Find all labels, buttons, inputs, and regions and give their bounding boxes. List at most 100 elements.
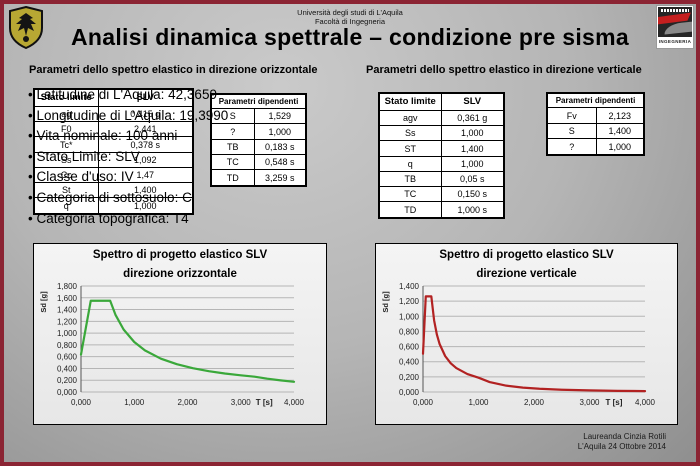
svg-text:0,000: 0,000	[71, 398, 92, 407]
parameters-bullet-list: Latitudine di L'Aquila: 42,3659Longitudi…	[28, 85, 228, 229]
section-heading-horizontal: Parametri dello spettro elastico in dire…	[29, 64, 318, 76]
svg-text:0,800: 0,800	[399, 327, 420, 336]
table-cell: 0,183 s	[253, 138, 307, 156]
table-cell: 0,05 s	[440, 170, 505, 188]
svg-text:0,800: 0,800	[57, 341, 78, 350]
table-cell: TD	[378, 201, 442, 219]
svg-text:1,600: 1,600	[57, 294, 78, 303]
table-row: TB 0,05 s	[378, 170, 505, 188]
svg-text:4,000: 4,000	[284, 398, 305, 407]
table-cell: 1,400	[595, 122, 645, 140]
ingegneria-logo-label: INGEGNERIA	[658, 39, 692, 44]
svg-text:0,000: 0,000	[399, 388, 420, 397]
table-header-row: Parametri dipendenti	[546, 92, 645, 109]
svg-text:0,200: 0,200	[399, 373, 420, 382]
table-cell: TC	[378, 186, 442, 203]
university-name: Università degli studi di L'Aquila	[297, 8, 403, 17]
svg-text:T [s]: T [s]	[256, 398, 273, 407]
table-cell: 0,548 s	[253, 154, 307, 171]
table-cell: 1,000	[440, 125, 505, 142]
svg-text:3,000: 3,000	[231, 398, 252, 407]
section-heading-vertical: Parametri dello spettro elastico in dire…	[366, 64, 642, 76]
svg-text:1,800: 1,800	[57, 282, 78, 291]
table-cell: 1,000	[440, 155, 505, 172]
faculty-name: Facoltà di Ingegneria	[314, 17, 386, 26]
svg-text:3,000: 3,000	[579, 398, 600, 407]
svg-text:2,000: 2,000	[524, 398, 545, 407]
svg-text:0,400: 0,400	[57, 364, 78, 373]
author-line: Laureanda Cinzia Rotili	[583, 432, 666, 441]
table-cell: ST	[378, 140, 442, 157]
chart-title: Spettro di progetto elastico SLV	[92, 249, 268, 261]
table-cell: 1,000	[595, 138, 645, 156]
table-cell: agv	[378, 109, 442, 127]
ingegneria-logo-mark	[658, 7, 692, 37]
table-row: TC 0,150 s	[378, 186, 505, 203]
table-cell: S	[546, 122, 597, 140]
table-cell: 1,000	[253, 123, 307, 140]
table-cell: TB	[378, 170, 442, 188]
table-cell: Fv	[546, 107, 597, 124]
svg-text:0,200: 0,200	[57, 376, 78, 385]
table-row: agv 0,361 g	[378, 109, 505, 127]
table-cell: 2,123	[595, 107, 645, 124]
svg-text:1,000: 1,000	[57, 329, 78, 338]
ingegneria-logo: INGEGNERIA	[656, 5, 694, 49]
horizontal-spectrum-chart: Spettro di progetto elastico SLV direzio…	[33, 243, 327, 425]
svg-text:T [s]: T [s]	[605, 398, 622, 407]
table-cell: Ss	[378, 125, 442, 142]
university-crest-logo	[8, 5, 44, 50]
table-cell: 0,150 s	[440, 186, 505, 203]
svg-text:1,400: 1,400	[399, 282, 420, 291]
table-row: Fv 2,123	[546, 107, 645, 124]
svg-text:1,000: 1,000	[399, 312, 420, 321]
date-line: L'Aquila 24 Ottobre 2014	[577, 441, 666, 451]
vertical-dependent-table: Parametri dipendenti Fv 2,123 S 1,400? 1,000	[546, 92, 646, 156]
svg-text:1,000: 1,000	[468, 398, 489, 407]
vertical-spectrum-chart: Spettro di progetto elastico SLV direzio…	[375, 243, 678, 425]
table-cell: 1,529	[253, 108, 307, 125]
table-cell: 0,361 g	[440, 109, 505, 127]
svg-text:1,400: 1,400	[57, 306, 78, 315]
chart-canvas: 0,000 0,200 0,400 0,600 0,800 1,000 1,200 1,400…	[381, 282, 656, 407]
svg-text:1,200: 1,200	[57, 317, 78, 326]
svg-text:0,000: 0,000	[413, 398, 434, 407]
header-cell: Parametri dipendenti	[546, 92, 645, 109]
table-row: TC 0,548 s	[210, 154, 307, 171]
bullet-item: Categoria topografica: T4	[28, 209, 228, 230]
bullet-item: Longitudine di L'Aquila: 19,3990	[28, 106, 228, 127]
svg-text:0,400: 0,400	[399, 358, 420, 367]
table-cell: q	[378, 155, 442, 172]
chart-subtitle: direzione verticale	[476, 268, 577, 280]
table-cell: ?	[546, 138, 597, 156]
bullet-item: Classe d'uso: IV	[28, 167, 228, 188]
svg-text:2,000: 2,000	[177, 398, 198, 407]
chart-canvas: 0,000 0,200 0,400 0,600 0,800 1,000 1,200 1,400…	[39, 282, 305, 407]
bullet-item: Stato Limite: SLV	[28, 147, 228, 168]
table-cell: 3,259 s	[253, 169, 307, 187]
svg-text:0,000: 0,000	[57, 388, 78, 397]
table-header-row: Stato limite SLV	[378, 92, 505, 111]
bullet-item: Vita nominale: 100 anni	[28, 126, 228, 147]
header-cell: Stato limite	[378, 92, 442, 111]
svg-text:Sd [g]: Sd [g]	[381, 291, 390, 313]
footer-credit: Laureanda Cinzia Rotili L'Aquila 24 Otto…	[578, 432, 666, 451]
chart-subtitle: direzione orizzontale	[123, 268, 237, 280]
table-row: ST 1,400	[378, 140, 505, 157]
header-cell: SLV	[440, 92, 505, 111]
table-row: q 1,000	[378, 155, 505, 172]
table-cell: 1,000 s	[440, 201, 505, 219]
svg-text:0,600: 0,600	[57, 353, 78, 362]
svg-text:4,000: 4,000	[635, 398, 656, 407]
chart-title: Spettro di progetto elastico SLV	[439, 249, 614, 261]
page-title: Analisi dinamica spettrale – condizione …	[71, 24, 629, 50]
table-row: S 1,400	[546, 122, 645, 140]
bullet-item: Categoria di sottosuolo: C	[28, 188, 228, 209]
svg-text:1,000: 1,000	[124, 398, 145, 407]
university-header: Università degli studi di L'Aquila Facol…	[4, 8, 696, 26]
table-row: TD 1,000 s	[378, 201, 505, 219]
table-row: ? 1,000	[546, 138, 645, 156]
svg-text:Sd [g]: Sd [g]	[39, 291, 48, 313]
table-row: Ss 1,000	[378, 125, 505, 142]
